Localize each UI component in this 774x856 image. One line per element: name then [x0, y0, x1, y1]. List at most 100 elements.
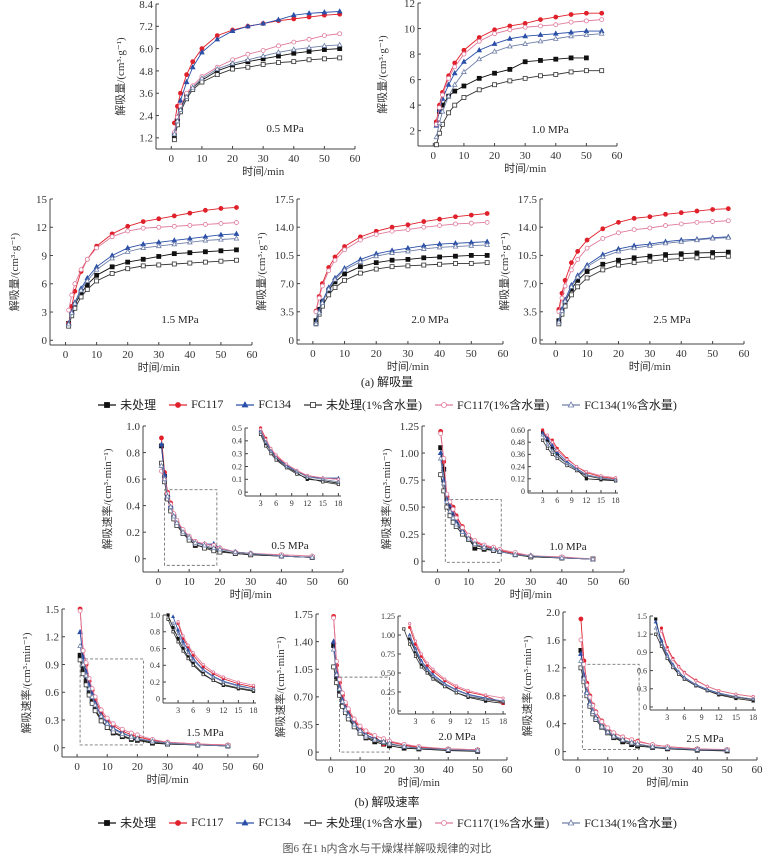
data-point-square — [600, 261, 606, 267]
data-point-circle — [454, 684, 458, 688]
data-point-triangle — [584, 689, 590, 695]
data-point-triangle — [610, 733, 617, 739]
data-point-triangle — [192, 539, 199, 545]
data-point-square — [104, 401, 110, 408]
series-square-open — [166, 617, 256, 693]
y-tick-label: 0.2 — [150, 678, 160, 687]
series-square-filled — [556, 249, 731, 324]
legend-label: 未处理 — [120, 398, 157, 412]
data-point-triangle — [592, 714, 599, 721]
data-point-square — [538, 73, 543, 79]
x-tick-label: 50 — [466, 348, 478, 360]
data-point-triangle — [545, 441, 550, 446]
data-point-triangle — [425, 667, 430, 672]
y-tick-label: 1.25 — [381, 612, 395, 621]
data-point-circle — [599, 719, 605, 725]
data-point-triangle — [581, 675, 587, 681]
data-point-triangle — [218, 231, 224, 237]
y-tick-label: 0.75 — [381, 650, 395, 659]
data-point-square — [310, 819, 316, 826]
data-point-triangle — [171, 240, 178, 247]
x-axis-label: 时间/min — [398, 776, 441, 789]
y-tick-label: 0 — [521, 487, 525, 496]
data-point-triangle — [454, 688, 459, 692]
data-point-circle — [568, 12, 574, 17]
data-point-circle — [80, 648, 86, 654]
y-tick-label: 0 — [42, 335, 48, 347]
series-circle-open — [66, 220, 239, 313]
data-point-triangle — [284, 464, 289, 468]
data-point-triangle — [189, 63, 196, 70]
series-circle-filled — [556, 206, 731, 312]
data-point-triangle — [436, 119, 443, 126]
y-tick-label: 4.8 — [139, 66, 153, 78]
y-axis-label: 解吸速率/(cm³·min⁻¹) — [379, 448, 393, 549]
data-point-circle — [245, 51, 251, 57]
data-point-circle — [405, 222, 411, 228]
series-line — [173, 10, 340, 133]
data-point-triangle — [439, 108, 446, 114]
data-point-circle — [446, 75, 452, 81]
data-point-square — [476, 87, 482, 93]
x-tick-label: 9 — [700, 713, 704, 722]
x-tick-label: 10 — [196, 153, 208, 165]
series-triangle-open — [171, 41, 343, 137]
data-point-circle — [538, 17, 543, 22]
x-tick-label: 15 — [732, 713, 740, 722]
x-axis-label: 时间/min — [387, 360, 430, 373]
y-tick-label: 1.6 — [546, 635, 560, 647]
data-point-square — [274, 458, 278, 462]
data-point-triangle — [568, 32, 574, 39]
data-point-square — [710, 250, 716, 255]
y-tick-label: 0 — [391, 707, 395, 716]
data-point-triangle — [466, 692, 471, 697]
data-point-triangle — [537, 31, 544, 37]
x-tick-label: 20 — [632, 764, 644, 776]
data-point-triangle — [613, 477, 618, 482]
data-point-square — [441, 488, 447, 494]
data-point-circle — [156, 224, 162, 230]
x-tick-label: 10 — [463, 576, 475, 588]
data-point-circle — [389, 224, 395, 230]
y-tick-label: 8.4 — [139, 0, 153, 11]
series-line — [440, 458, 593, 560]
x-tick-label: 30 — [644, 348, 656, 360]
y-tick-label: 10.5 — [518, 250, 538, 262]
data-point-triangle — [415, 744, 422, 751]
data-point-square — [176, 636, 180, 641]
legend-item: FC134 — [235, 815, 291, 830]
series-circle-open — [433, 17, 605, 127]
data-point-square — [538, 58, 543, 63]
data-point-circle — [578, 616, 584, 622]
data-point-square — [332, 285, 338, 291]
data-point-square — [77, 652, 83, 658]
data-point-square — [230, 66, 235, 72]
data-point-square — [211, 678, 215, 682]
series-triangle-open — [171, 621, 256, 691]
data-point-circle — [710, 219, 716, 224]
zoom-region-box — [164, 489, 218, 566]
data-point-circle — [202, 222, 208, 227]
data-point-triangle — [501, 698, 506, 703]
data-point-triangle — [80, 661, 86, 667]
data-point-triangle — [419, 660, 424, 664]
data-point-triangle — [599, 253, 606, 260]
data-point-triangle — [537, 38, 544, 44]
data-point-triangle — [653, 625, 658, 630]
data-point-circle — [559, 295, 565, 301]
y-tick-label: 1.00 — [381, 631, 395, 640]
data-point-triangle — [229, 60, 236, 66]
x-tick-label: 60 — [752, 764, 764, 776]
x-tick-label: 12 — [219, 706, 227, 715]
data-point-square — [631, 255, 637, 261]
data-point-triangle — [451, 81, 458, 87]
data-point-circle — [440, 92, 445, 98]
data-point-triangle — [330, 638, 337, 644]
data-point-square — [166, 617, 170, 621]
data-point-square — [331, 664, 337, 670]
data-point-square — [264, 444, 268, 448]
x-tick-label: 18 — [499, 717, 507, 726]
y-tick-label: 3 — [42, 307, 48, 319]
data-point-triangle — [619, 736, 626, 742]
legend-label: FC134(1%含水量) — [584, 816, 677, 830]
